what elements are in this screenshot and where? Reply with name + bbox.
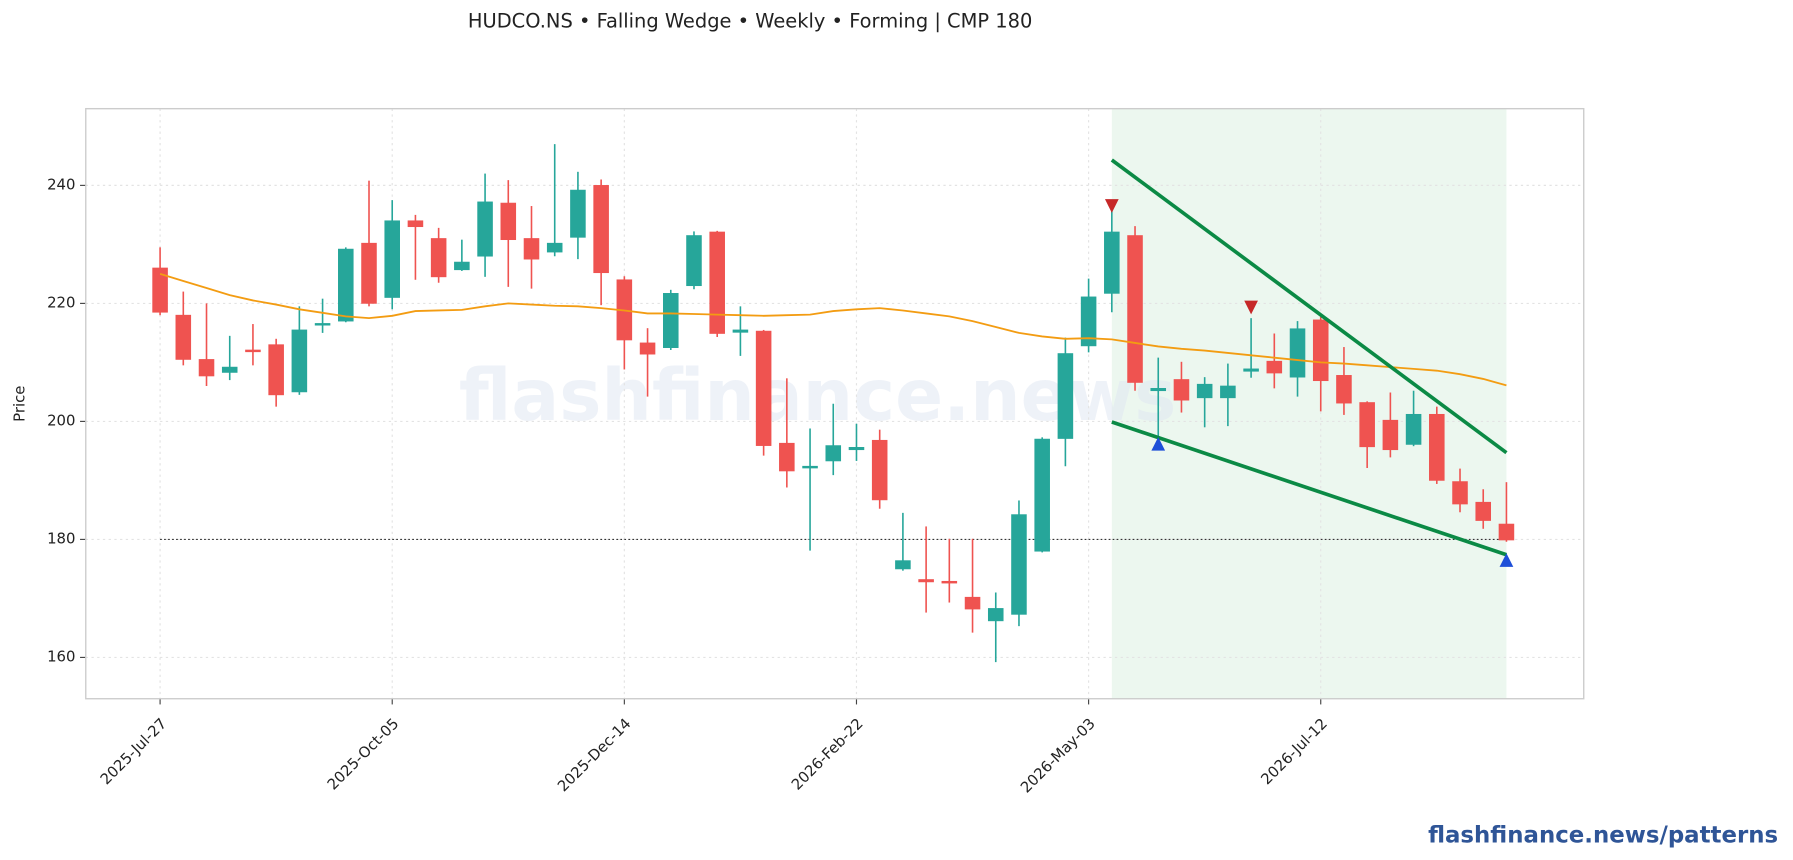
candle-body: [1080, 296, 1097, 347]
x-tick-label: 2025-Dec-14: [554, 715, 635, 796]
candle-body: [709, 231, 725, 334]
candle-body: [546, 242, 563, 253]
x-tick-label: 2026-Feb-22: [788, 715, 867, 794]
candle-body: [964, 596, 981, 610]
candle-body: [1359, 402, 1375, 448]
y-tick-label: 200: [47, 411, 75, 429]
candle-body: [918, 579, 934, 583]
candle-body: [1429, 413, 1445, 481]
candle-body: [198, 359, 215, 377]
candle-body: [941, 580, 958, 584]
candle-body: [802, 465, 818, 469]
x-tick-label: 2026-Jul-12: [1257, 715, 1331, 789]
signal-marker: [1104, 199, 1119, 213]
wedge-lower: [1111, 420, 1508, 557]
candle-body: [407, 220, 424, 228]
candle-body: [1173, 379, 1190, 401]
candle-body: [1336, 375, 1352, 404]
candle-body: [1104, 231, 1120, 294]
x-tick-label: 2025-Oct-05: [324, 715, 403, 794]
candle-body: [639, 342, 656, 355]
signal-marker: [1151, 436, 1166, 451]
candle-body: [1405, 413, 1422, 445]
candle-body: [523, 238, 540, 260]
candle-body: [1266, 360, 1283, 374]
y-tick-label: 220: [47, 293, 75, 311]
candle-body: [454, 261, 470, 271]
candle-body: [245, 349, 261, 353]
candle-body: [500, 202, 517, 241]
candle-body: [895, 560, 911, 570]
candle-body: [268, 344, 284, 396]
candle-body: [825, 445, 842, 462]
signal-marker: [1244, 300, 1258, 315]
wedge-upper: [1110, 158, 1508, 455]
candle-body: [477, 201, 493, 257]
candle-body: [1127, 235, 1143, 383]
candle-body: [593, 185, 609, 274]
candle-body: [1011, 514, 1027, 615]
candle-body: [314, 323, 331, 326]
candle-body: [1289, 328, 1306, 378]
candle-body: [1196, 383, 1213, 399]
candle-body: [291, 329, 308, 393]
candle-body: [871, 439, 888, 501]
candle-body: [1312, 319, 1329, 382]
candle-body: [848, 447, 865, 451]
x-tick-label: 2025-Jul-27: [97, 715, 171, 789]
candle-body: [732, 329, 749, 333]
candle-body: [361, 242, 377, 304]
candle-body: [1498, 523, 1515, 541]
candle-body: [1452, 481, 1468, 505]
y-tick-label: 180: [47, 529, 75, 547]
candle-body: [686, 235, 702, 287]
candle-body: [662, 293, 679, 348]
moving-average: [159, 273, 1507, 387]
candle-body: [338, 248, 354, 322]
candle-body: [430, 238, 447, 278]
candle-body: [384, 220, 400, 298]
candle-body: [152, 267, 168, 313]
candle-body: [175, 314, 192, 360]
candle-body: [755, 330, 772, 446]
candle-body: [1150, 388, 1167, 392]
watermark: flashfinance.news: [459, 354, 1176, 437]
candle-body: [1034, 438, 1050, 552]
x-tick-label: 2026-May-03: [1017, 715, 1099, 797]
y-axis-label: Price: [11, 386, 29, 422]
plot-frame: [85, 107, 1585, 700]
y-tick-label: 160: [47, 647, 75, 665]
candle-body: [987, 608, 1004, 622]
candle-body: [1243, 368, 1259, 372]
chart-title: HUDCO.NS • Falling Wedge • Weekly • Form…: [468, 9, 1032, 32]
y-tick-label: 240: [47, 175, 75, 193]
candle-body: [1382, 419, 1399, 451]
candle-body: [1057, 353, 1074, 439]
candle-body: [779, 442, 795, 472]
candle-body: [221, 366, 238, 373]
footer-brand: flashfinance.news/patterns: [1428, 822, 1778, 848]
candle-body: [1220, 385, 1236, 399]
candle-body: [1475, 501, 1492, 521]
signal-marker: [1499, 553, 1514, 567]
candle-body: [570, 189, 586, 238]
